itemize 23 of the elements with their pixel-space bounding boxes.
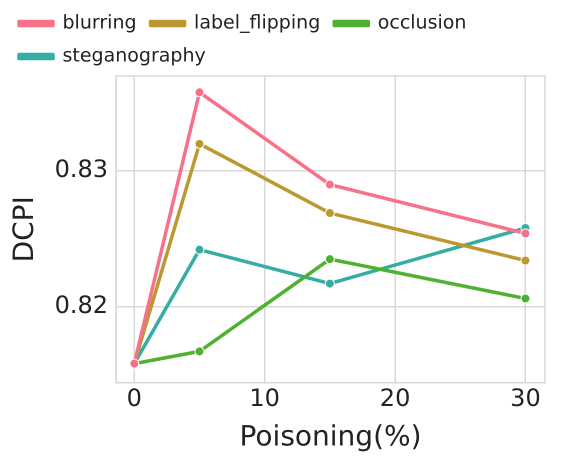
point xyxy=(324,180,335,190)
legend-label: blurring xyxy=(62,11,137,34)
y-axis-title: DCPI xyxy=(7,196,40,262)
point xyxy=(324,254,335,264)
point xyxy=(520,293,530,304)
point xyxy=(194,87,204,98)
legend-label: occlusion xyxy=(378,11,466,34)
point xyxy=(520,228,530,238)
y-tick-label: 0.83 xyxy=(54,155,108,184)
x-axis-title: Poisoning(%) xyxy=(240,419,422,452)
point xyxy=(324,278,335,289)
x-tick-label: 0 xyxy=(126,384,142,412)
x-tick-label: 10 xyxy=(249,384,280,412)
point xyxy=(520,256,530,266)
point xyxy=(194,346,204,356)
y-tick-label: 0.82 xyxy=(54,290,108,319)
x-tick-label: 20 xyxy=(380,384,410,412)
x-tick-label: 30 xyxy=(510,384,541,412)
point xyxy=(324,208,335,218)
point xyxy=(194,244,204,255)
point xyxy=(194,138,204,149)
legend-label: label_flipping xyxy=(194,11,320,34)
legend-label: steganography xyxy=(62,44,206,66)
